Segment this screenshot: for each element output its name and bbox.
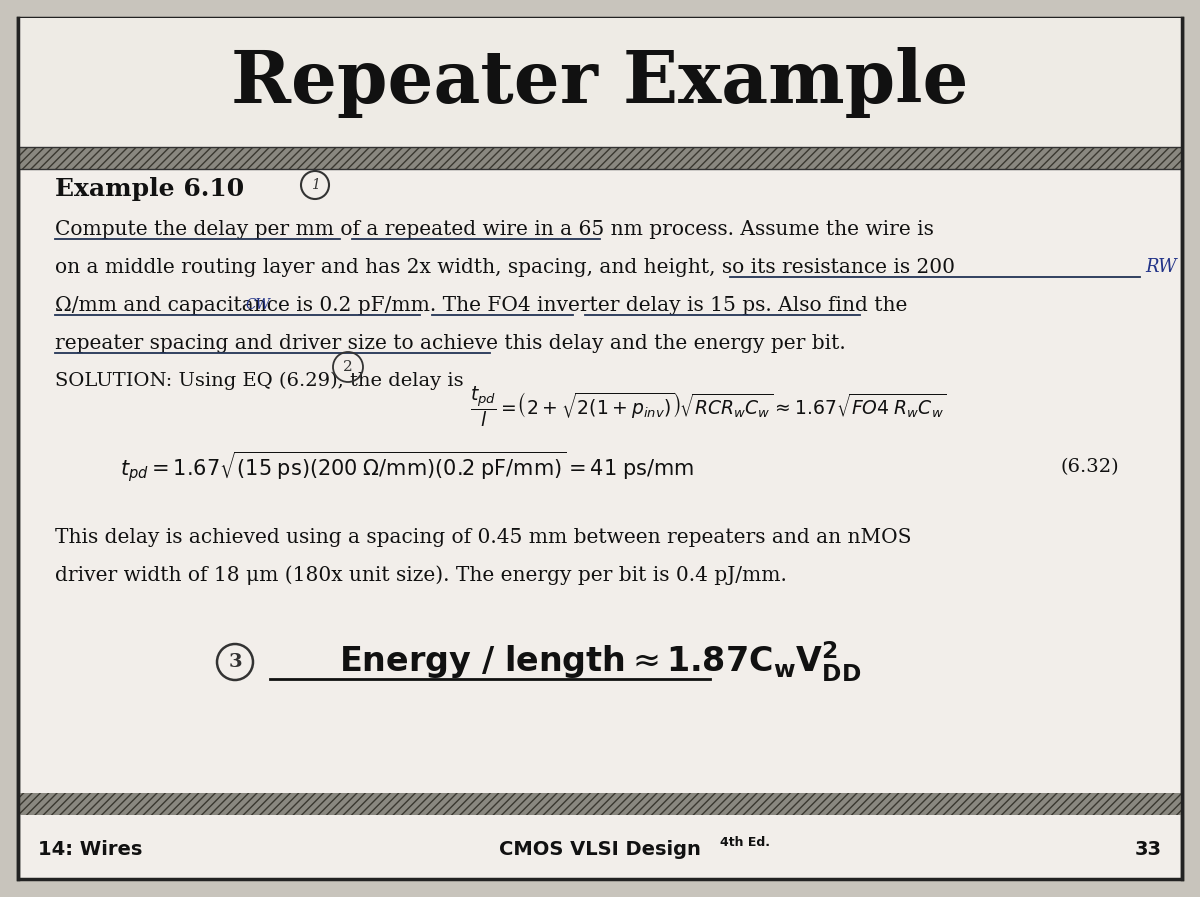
Bar xyxy=(18,18,1182,147)
Text: $t_{pd} = 1.67\sqrt{(15\;\mathrm{ps})(200\;\Omega/\mathrm{mm})(0.2\;\mathrm{pF/m: $t_{pd} = 1.67\sqrt{(15\;\mathrm{ps})(20… xyxy=(120,449,694,484)
Bar xyxy=(18,147,1182,169)
Text: $\dfrac{t_{pd}}{l} = \!\left(2+\sqrt{2(1+p_{inv})}\right)\!\sqrt{RCR_w C_w} \app: $\dfrac{t_{pd}}{l} = \!\left(2+\sqrt{2(1… xyxy=(470,385,947,430)
Text: on a middle routing layer and has 2x width, spacing, and height, so its resistan: on a middle routing layer and has 2x wid… xyxy=(55,257,955,276)
Text: CW: CW xyxy=(245,298,270,312)
Text: driver width of 18 μm (180x unit size). The energy per bit is 0.4 pJ/mm.: driver width of 18 μm (180x unit size). … xyxy=(55,565,787,585)
Text: Repeater Example: Repeater Example xyxy=(232,47,968,118)
Text: $\mathbf{Energy\ /\ length} \approx \mathbf{1.87C_wV_{DD}^{2}}$: $\mathbf{Energy\ /\ length} \approx \mat… xyxy=(338,640,862,684)
Text: 4th Ed.: 4th Ed. xyxy=(720,835,770,849)
Text: This delay is achieved using a spacing of 0.45 mm between repeaters and an nMOS: This delay is achieved using a spacing o… xyxy=(55,527,912,546)
Bar xyxy=(18,793,1182,815)
Text: 3: 3 xyxy=(228,653,242,671)
Text: 1: 1 xyxy=(311,178,319,192)
Text: CMOS VLSI Design: CMOS VLSI Design xyxy=(499,840,701,858)
Text: 14: Wires: 14: Wires xyxy=(38,840,143,858)
Text: 33: 33 xyxy=(1135,840,1162,858)
Text: Ω/mm and capacitance is 0.2 pF/mm. The FO4 inverter delay is 15 ps. Also find th: Ω/mm and capacitance is 0.2 pF/mm. The F… xyxy=(55,295,907,315)
Text: SOLUTION: Using EQ (6.29), the delay is: SOLUTION: Using EQ (6.29), the delay is xyxy=(55,372,463,390)
Bar xyxy=(18,793,1182,815)
Text: Example 6.10: Example 6.10 xyxy=(55,177,244,201)
Text: RW: RW xyxy=(1145,258,1177,276)
Bar xyxy=(18,147,1182,169)
Text: (6.32): (6.32) xyxy=(1060,458,1118,476)
Text: repeater spacing and driver size to achieve this delay and the energy per bit.: repeater spacing and driver size to achi… xyxy=(55,334,846,353)
Text: Compute the delay per mm of a repeated wire in a 65 nm process. Assume the wire : Compute the delay per mm of a repeated w… xyxy=(55,220,934,239)
Text: 2: 2 xyxy=(343,360,353,374)
